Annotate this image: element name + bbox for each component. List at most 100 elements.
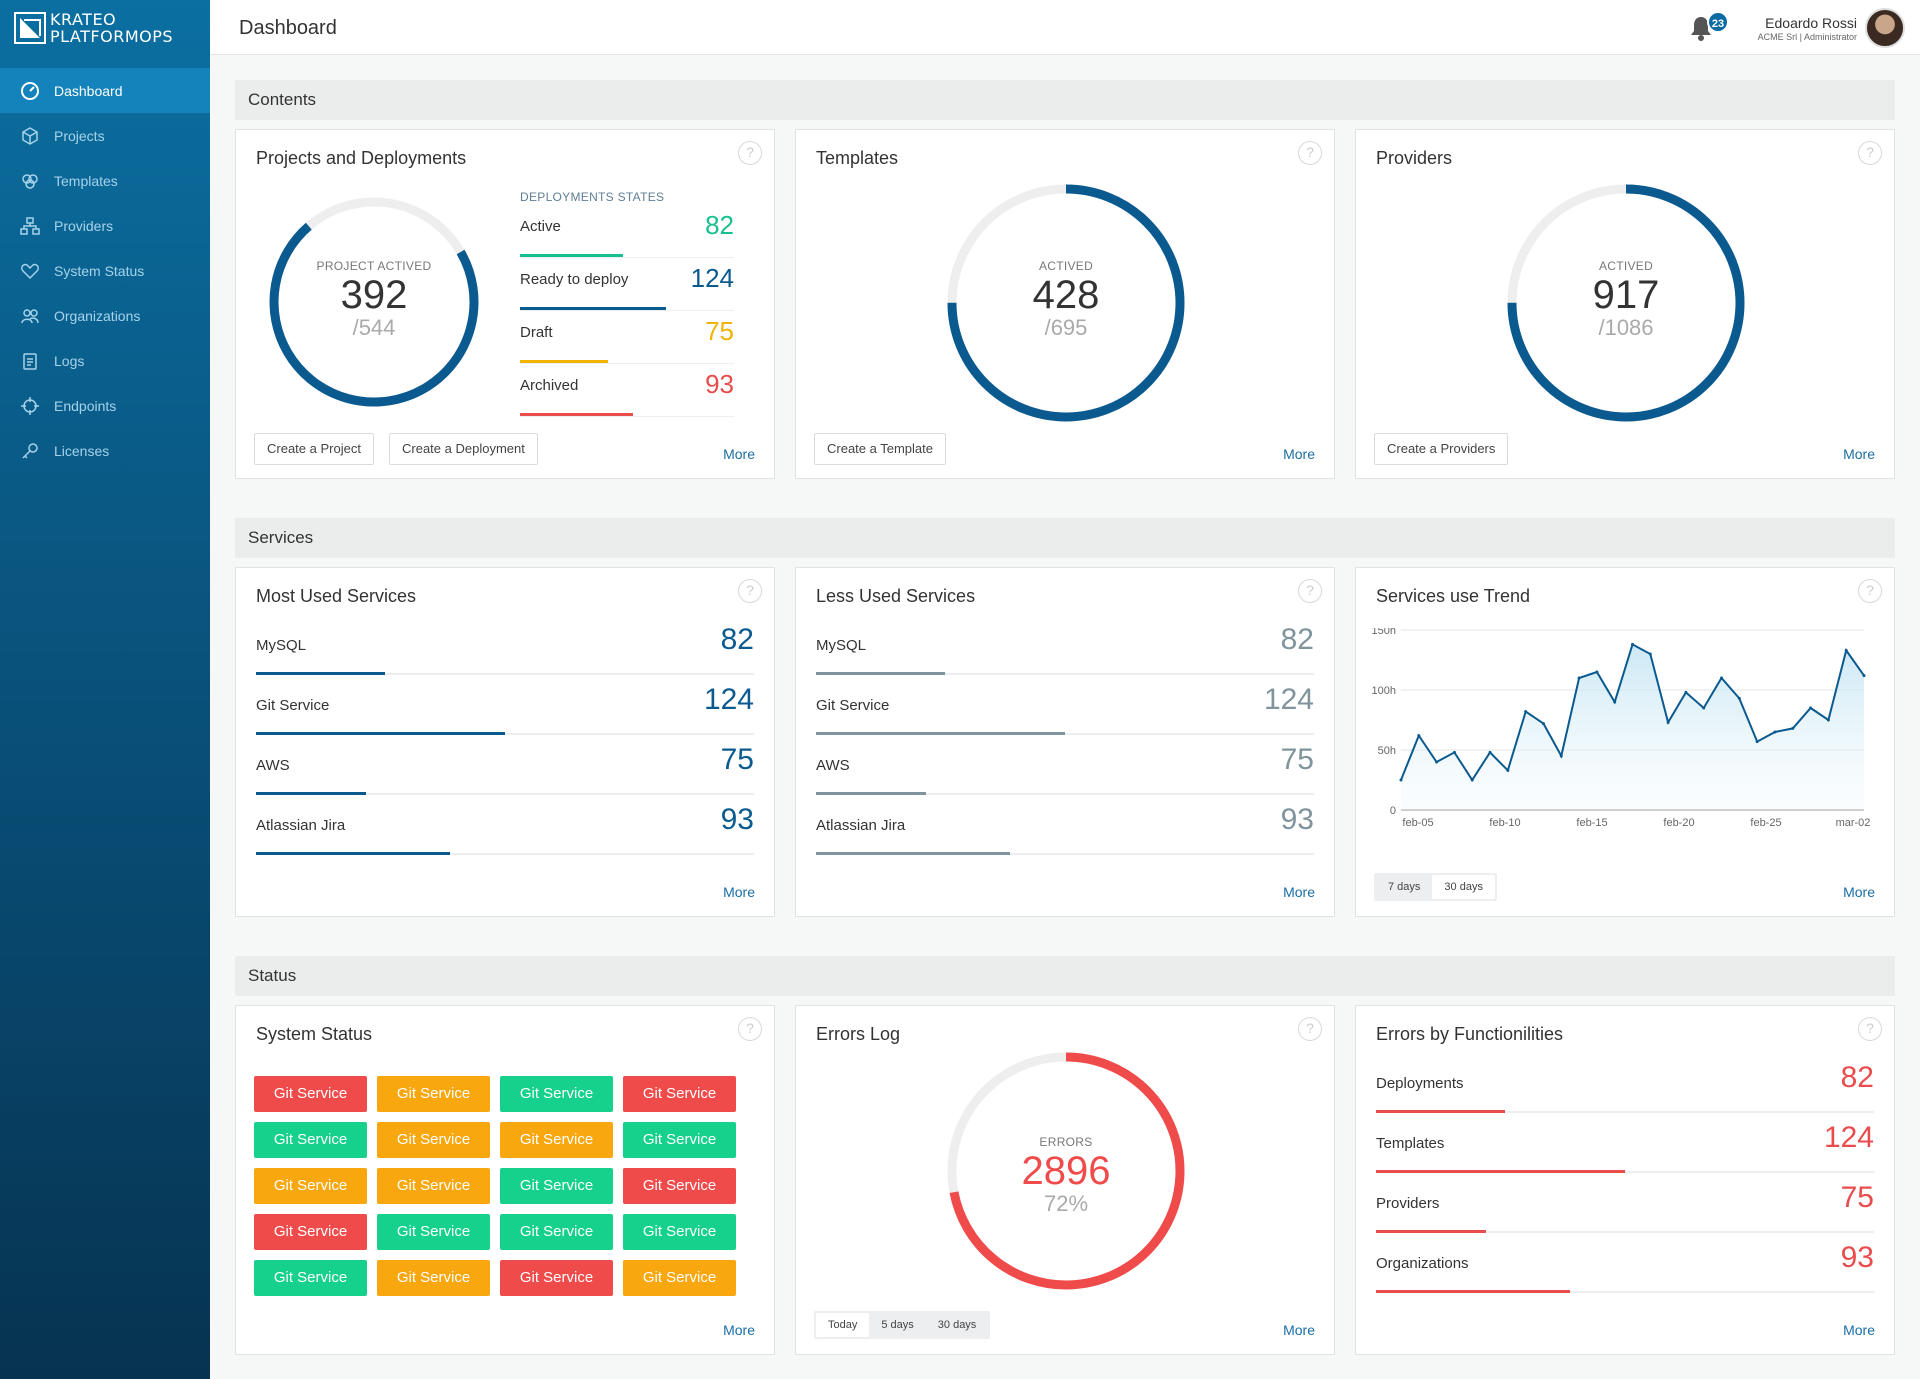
trend-point[interactable] — [1666, 720, 1670, 724]
trend-point[interactable] — [1452, 750, 1456, 754]
trend-point[interactable] — [1541, 722, 1545, 726]
notification-badge[interactable]: 23 — [1707, 11, 1729, 33]
sidebar-item-logs[interactable]: Logs — [0, 338, 210, 383]
service-status-tile[interactable]: Git Service — [254, 1168, 367, 1204]
create-project-button[interactable]: Create a Project — [254, 433, 374, 465]
help-icon[interactable]: ? — [738, 1017, 762, 1041]
range-7-days[interactable]: 7 days — [1388, 881, 1421, 893]
service-status-tile[interactable]: Git Service — [254, 1076, 367, 1112]
trend-point[interactable] — [1613, 700, 1617, 704]
trend-point[interactable] — [1435, 760, 1439, 764]
range-today[interactable]: Today — [816, 1313, 870, 1337]
service-status-tile[interactable]: Git Service — [623, 1122, 736, 1158]
more-link[interactable]: More — [1843, 884, 1875, 900]
trend-point[interactable] — [1702, 706, 1706, 710]
list-item[interactable]: Organizations 93 — [1376, 1233, 1874, 1293]
trend-point[interactable] — [1488, 750, 1492, 754]
more-link[interactable]: More — [1843, 446, 1875, 462]
service-status-tile[interactable]: Git Service — [500, 1214, 613, 1250]
list-item[interactable]: MySQL 82 — [256, 615, 754, 675]
service-status-tile[interactable]: Git Service — [377, 1260, 490, 1296]
sidebar-item-dashboard[interactable]: Dashboard — [0, 68, 210, 113]
user-name[interactable]: Edoardo Rossi — [1765, 15, 1857, 31]
list-item[interactable]: AWS 75 — [256, 735, 754, 795]
service-status-tile[interactable]: Git Service — [500, 1076, 613, 1112]
help-icon[interactable]: ? — [738, 579, 762, 603]
more-link[interactable]: More — [1843, 1322, 1875, 1338]
trend-point[interactable] — [1755, 740, 1759, 744]
trend-point[interactable] — [1826, 718, 1830, 722]
create-template-button[interactable]: Create a Template — [814, 433, 946, 465]
service-status-tile[interactable]: Git Service — [377, 1168, 490, 1204]
list-item[interactable]: Atlassian Jira 93 — [256, 795, 754, 855]
trend-point[interactable] — [1631, 642, 1634, 646]
help-icon[interactable]: ? — [1298, 579, 1322, 603]
sidebar-item-projects[interactable]: Projects — [0, 113, 210, 158]
help-icon[interactable]: ? — [1298, 1017, 1322, 1041]
list-item[interactable]: Git Service 124 — [256, 675, 754, 735]
trend-point[interactable] — [1417, 734, 1421, 738]
service-status-tile[interactable]: Git Service — [623, 1168, 736, 1204]
list-item[interactable]: Git Service 124 — [816, 675, 1314, 735]
more-link[interactable]: More — [723, 1322, 755, 1338]
service-status-tile[interactable]: Git Service — [623, 1214, 736, 1250]
service-status-tile[interactable]: Git Service — [500, 1122, 613, 1158]
sidebar-item-providers[interactable]: Providers — [0, 203, 210, 248]
service-status-tile[interactable]: Git Service — [500, 1168, 613, 1204]
sidebar-item-organizations[interactable]: Organizations — [0, 293, 210, 338]
trend-point[interactable] — [1862, 674, 1866, 678]
sidebar-item-licenses[interactable]: Licenses — [0, 428, 210, 473]
trend-point[interactable] — [1559, 754, 1563, 758]
trend-point[interactable] — [1844, 648, 1848, 652]
sidebar-item-templates[interactable]: Templates — [0, 158, 210, 203]
sidebar-item-system-status[interactable]: System Status — [0, 248, 210, 293]
brand-logo[interactable]: KRATEO PLATFORMOPS — [0, 0, 210, 56]
trend-point[interactable] — [1737, 696, 1741, 700]
sidebar-item-endpoints[interactable]: Endpoints — [0, 383, 210, 428]
deployment-state-row[interactable]: Archived 93 — [520, 365, 734, 417]
service-status-tile[interactable]: Git Service — [623, 1076, 736, 1112]
trend-point[interactable] — [1791, 726, 1795, 730]
bell-icon[interactable] — [1688, 14, 1714, 42]
more-link[interactable]: More — [1283, 446, 1315, 462]
service-status-tile[interactable]: Git Service — [254, 1214, 367, 1250]
service-status-tile[interactable]: Git Service — [254, 1260, 367, 1296]
trend-point[interactable] — [1470, 778, 1474, 782]
list-item[interactable]: Providers 75 — [1376, 1173, 1874, 1233]
list-item[interactable]: Templates 124 — [1376, 1113, 1874, 1173]
trend-point[interactable] — [1809, 706, 1813, 710]
deployment-state-row[interactable]: Ready to deploy 124 — [520, 259, 734, 311]
trend-point[interactable] — [1595, 670, 1599, 674]
service-status-tile[interactable]: Git Service — [254, 1122, 367, 1158]
trend-point[interactable] — [1684, 690, 1688, 694]
help-icon[interactable]: ? — [1858, 579, 1882, 603]
range-30-days[interactable]: 30 days — [1432, 875, 1495, 899]
trend-point[interactable] — [1524, 710, 1528, 714]
range-30-days[interactable]: 30 days — [937, 1319, 977, 1331]
deployment-state-row[interactable]: Active 82 — [520, 206, 734, 258]
create-provider-button[interactable]: Create a Providers — [1374, 433, 1509, 465]
more-link[interactable]: More — [723, 446, 755, 462]
avatar[interactable] — [1865, 8, 1905, 48]
more-link[interactable]: More — [723, 884, 755, 900]
service-status-tile[interactable]: Git Service — [377, 1076, 490, 1112]
more-link[interactable]: More — [1283, 884, 1315, 900]
help-icon[interactable]: ? — [1858, 141, 1882, 165]
deployment-state-row[interactable]: Draft 75 — [520, 312, 734, 364]
trend-point[interactable] — [1773, 730, 1777, 734]
service-status-tile[interactable]: Git Service — [623, 1260, 736, 1296]
trend-point[interactable] — [1577, 676, 1581, 680]
trend-point[interactable] — [1720, 676, 1724, 680]
service-status-tile[interactable]: Git Service — [500, 1260, 613, 1296]
more-link[interactable]: More — [1283, 1322, 1315, 1338]
help-icon[interactable]: ? — [738, 141, 762, 165]
trend-point[interactable] — [1506, 768, 1510, 772]
help-icon[interactable]: ? — [1858, 1017, 1882, 1041]
trend-point[interactable] — [1399, 778, 1403, 782]
service-status-tile[interactable]: Git Service — [377, 1214, 490, 1250]
trend-point[interactable] — [1648, 652, 1652, 656]
list-item[interactable]: AWS 75 — [816, 735, 1314, 795]
create-deployment-button[interactable]: Create a Deployment — [389, 433, 538, 465]
service-status-tile[interactable]: Git Service — [377, 1122, 490, 1158]
list-item[interactable]: MySQL 82 — [816, 615, 1314, 675]
